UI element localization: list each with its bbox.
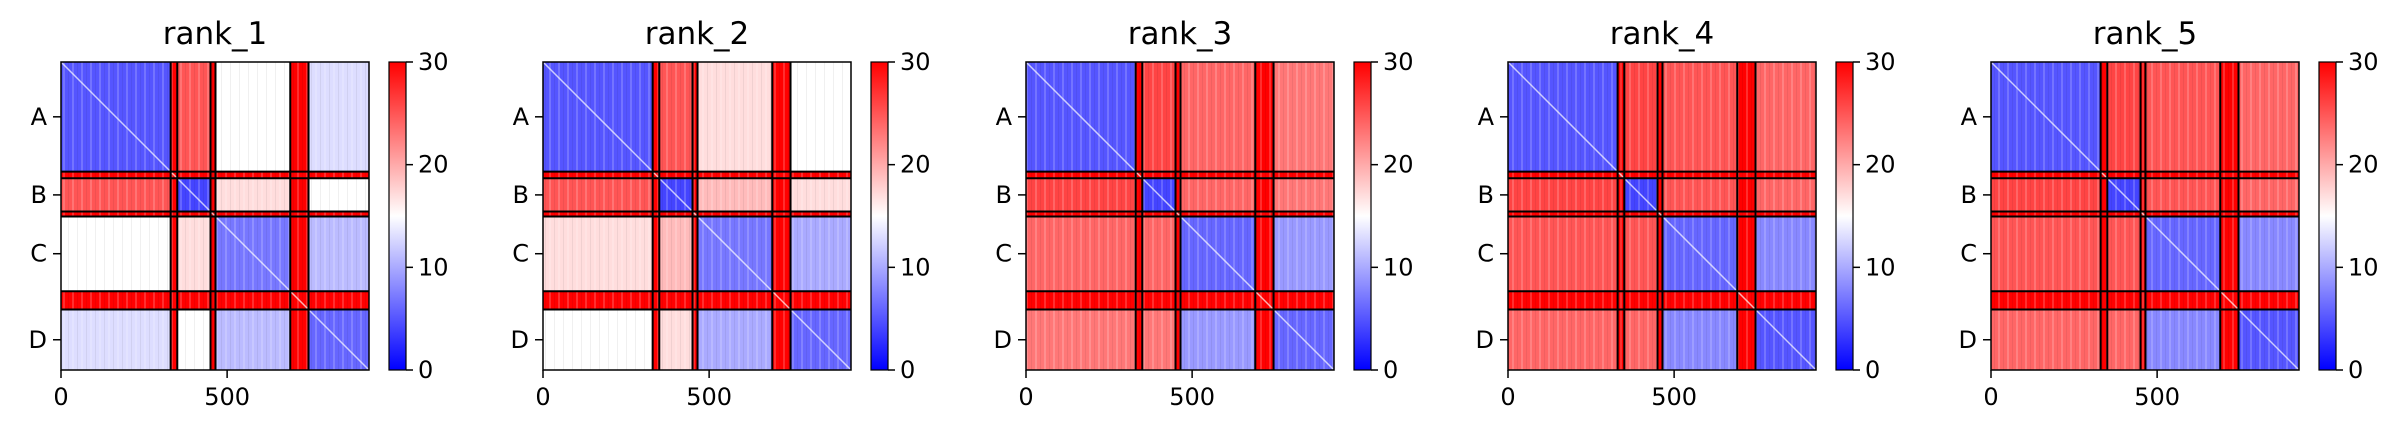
colorbar: 0 10 20 30: [1353, 48, 1414, 384]
colorbar-tick-label: 10: [1865, 253, 1896, 281]
colorbar-gradient: [2318, 61, 2337, 371]
colorbar-tick-label: 0: [418, 356, 433, 384]
colorbar-tick-label: 30: [1383, 48, 1414, 76]
y-tick-label: A: [1478, 103, 1495, 131]
colorbar: 0 10 20 30: [1835, 48, 1896, 384]
colorbar: 0 10 20 30: [2318, 48, 2379, 384]
colorbar: 0 10 20 30: [870, 48, 931, 384]
y-tick-label: D: [29, 326, 47, 354]
colorbar-tick-label: 10: [1383, 253, 1414, 281]
colorbar-tick-label: 30: [2348, 48, 2379, 76]
axes-frame: [542, 61, 852, 371]
colorbar-gradient: [1353, 61, 1372, 371]
colorbar-tick-label: 20: [418, 151, 449, 179]
y-tick-label: D: [994, 326, 1012, 354]
y-tick-label: D: [1476, 326, 1494, 354]
y-tick-label: A: [1961, 103, 1978, 131]
colorbar-gradient: [1835, 61, 1854, 371]
x-tick-label: 0: [1500, 383, 1515, 411]
x-tick-label: 0: [53, 383, 68, 411]
axes-frame: [1990, 61, 2300, 371]
panel-title: rank_4: [1610, 16, 1715, 52]
colorbar-tick-label: 30: [900, 48, 931, 76]
y-tick-label: B: [513, 181, 529, 209]
colorbar-tick-label: 20: [1383, 151, 1414, 179]
colorbar-tick-label: 0: [1383, 356, 1398, 384]
colorbar-tick-label: 10: [418, 253, 449, 281]
y-tick-label: C: [30, 240, 47, 268]
colorbar-tick-label: 0: [900, 356, 915, 384]
x-tick-label: 500: [1651, 383, 1697, 411]
x-tick-label: 0: [1018, 383, 1033, 411]
heatmap-panel: rank_3 A B C D 0 500 0 10 20 30: [994, 16, 1414, 411]
y-tick-label: D: [1959, 326, 1977, 354]
y-tick-label: D: [511, 326, 529, 354]
x-tick-label: 500: [686, 383, 732, 411]
y-tick-label: C: [995, 240, 1012, 268]
y-tick-label: C: [512, 240, 529, 268]
y-tick-label: B: [996, 181, 1012, 209]
colorbar-gradient: [870, 61, 889, 371]
heatmap-panel: rank_2 A B C D 0 500 0 10 20 30: [511, 16, 931, 411]
colorbar-tick-label: 0: [1865, 356, 1880, 384]
y-tick-label: B: [1478, 181, 1494, 209]
heatmap-panel: rank_1 A B C D 0 500 0 10 20 30: [29, 16, 449, 411]
y-tick-label: A: [31, 103, 48, 131]
colorbar-tick-label: 30: [418, 48, 449, 76]
y-tick-label: C: [1477, 240, 1494, 268]
panel-title: rank_5: [2093, 16, 2198, 52]
heatmap-panel: rank_5 A B C D 0 500 0 10 20 30: [1959, 16, 2379, 411]
colorbar-gradient: [388, 61, 407, 371]
axes-frame: [1025, 61, 1335, 371]
colorbar-tick-label: 20: [900, 151, 931, 179]
y-tick-label: B: [1961, 181, 1977, 209]
colorbar-tick-label: 30: [1865, 48, 1896, 76]
colorbar-tick-label: 20: [1865, 151, 1896, 179]
y-tick-label: A: [996, 103, 1013, 131]
x-tick-label: 500: [2134, 383, 2180, 411]
y-tick-label: C: [1960, 240, 1977, 268]
colorbar-tick-label: 0: [2348, 356, 2363, 384]
heatmap-panel: rank_4 A B C D 0 500 0 10 20 30: [1476, 16, 1896, 411]
axes-frame: [1507, 61, 1817, 371]
colorbar-tick-label: 10: [900, 253, 931, 281]
colorbar: 0 10 20 30: [388, 48, 449, 384]
panel-title: rank_1: [163, 16, 268, 52]
panel-title: rank_3: [1128, 16, 1233, 52]
y-tick-label: A: [513, 103, 530, 131]
x-tick-label: 0: [535, 383, 550, 411]
axes-frame: [60, 61, 370, 371]
y-tick-label: B: [31, 181, 47, 209]
colorbar-tick-label: 10: [2348, 253, 2379, 281]
colorbar-tick-label: 20: [2348, 151, 2379, 179]
x-tick-label: 500: [204, 383, 250, 411]
x-tick-label: 0: [1983, 383, 1998, 411]
x-tick-label: 500: [1169, 383, 1215, 411]
panel-title: rank_2: [645, 16, 750, 52]
